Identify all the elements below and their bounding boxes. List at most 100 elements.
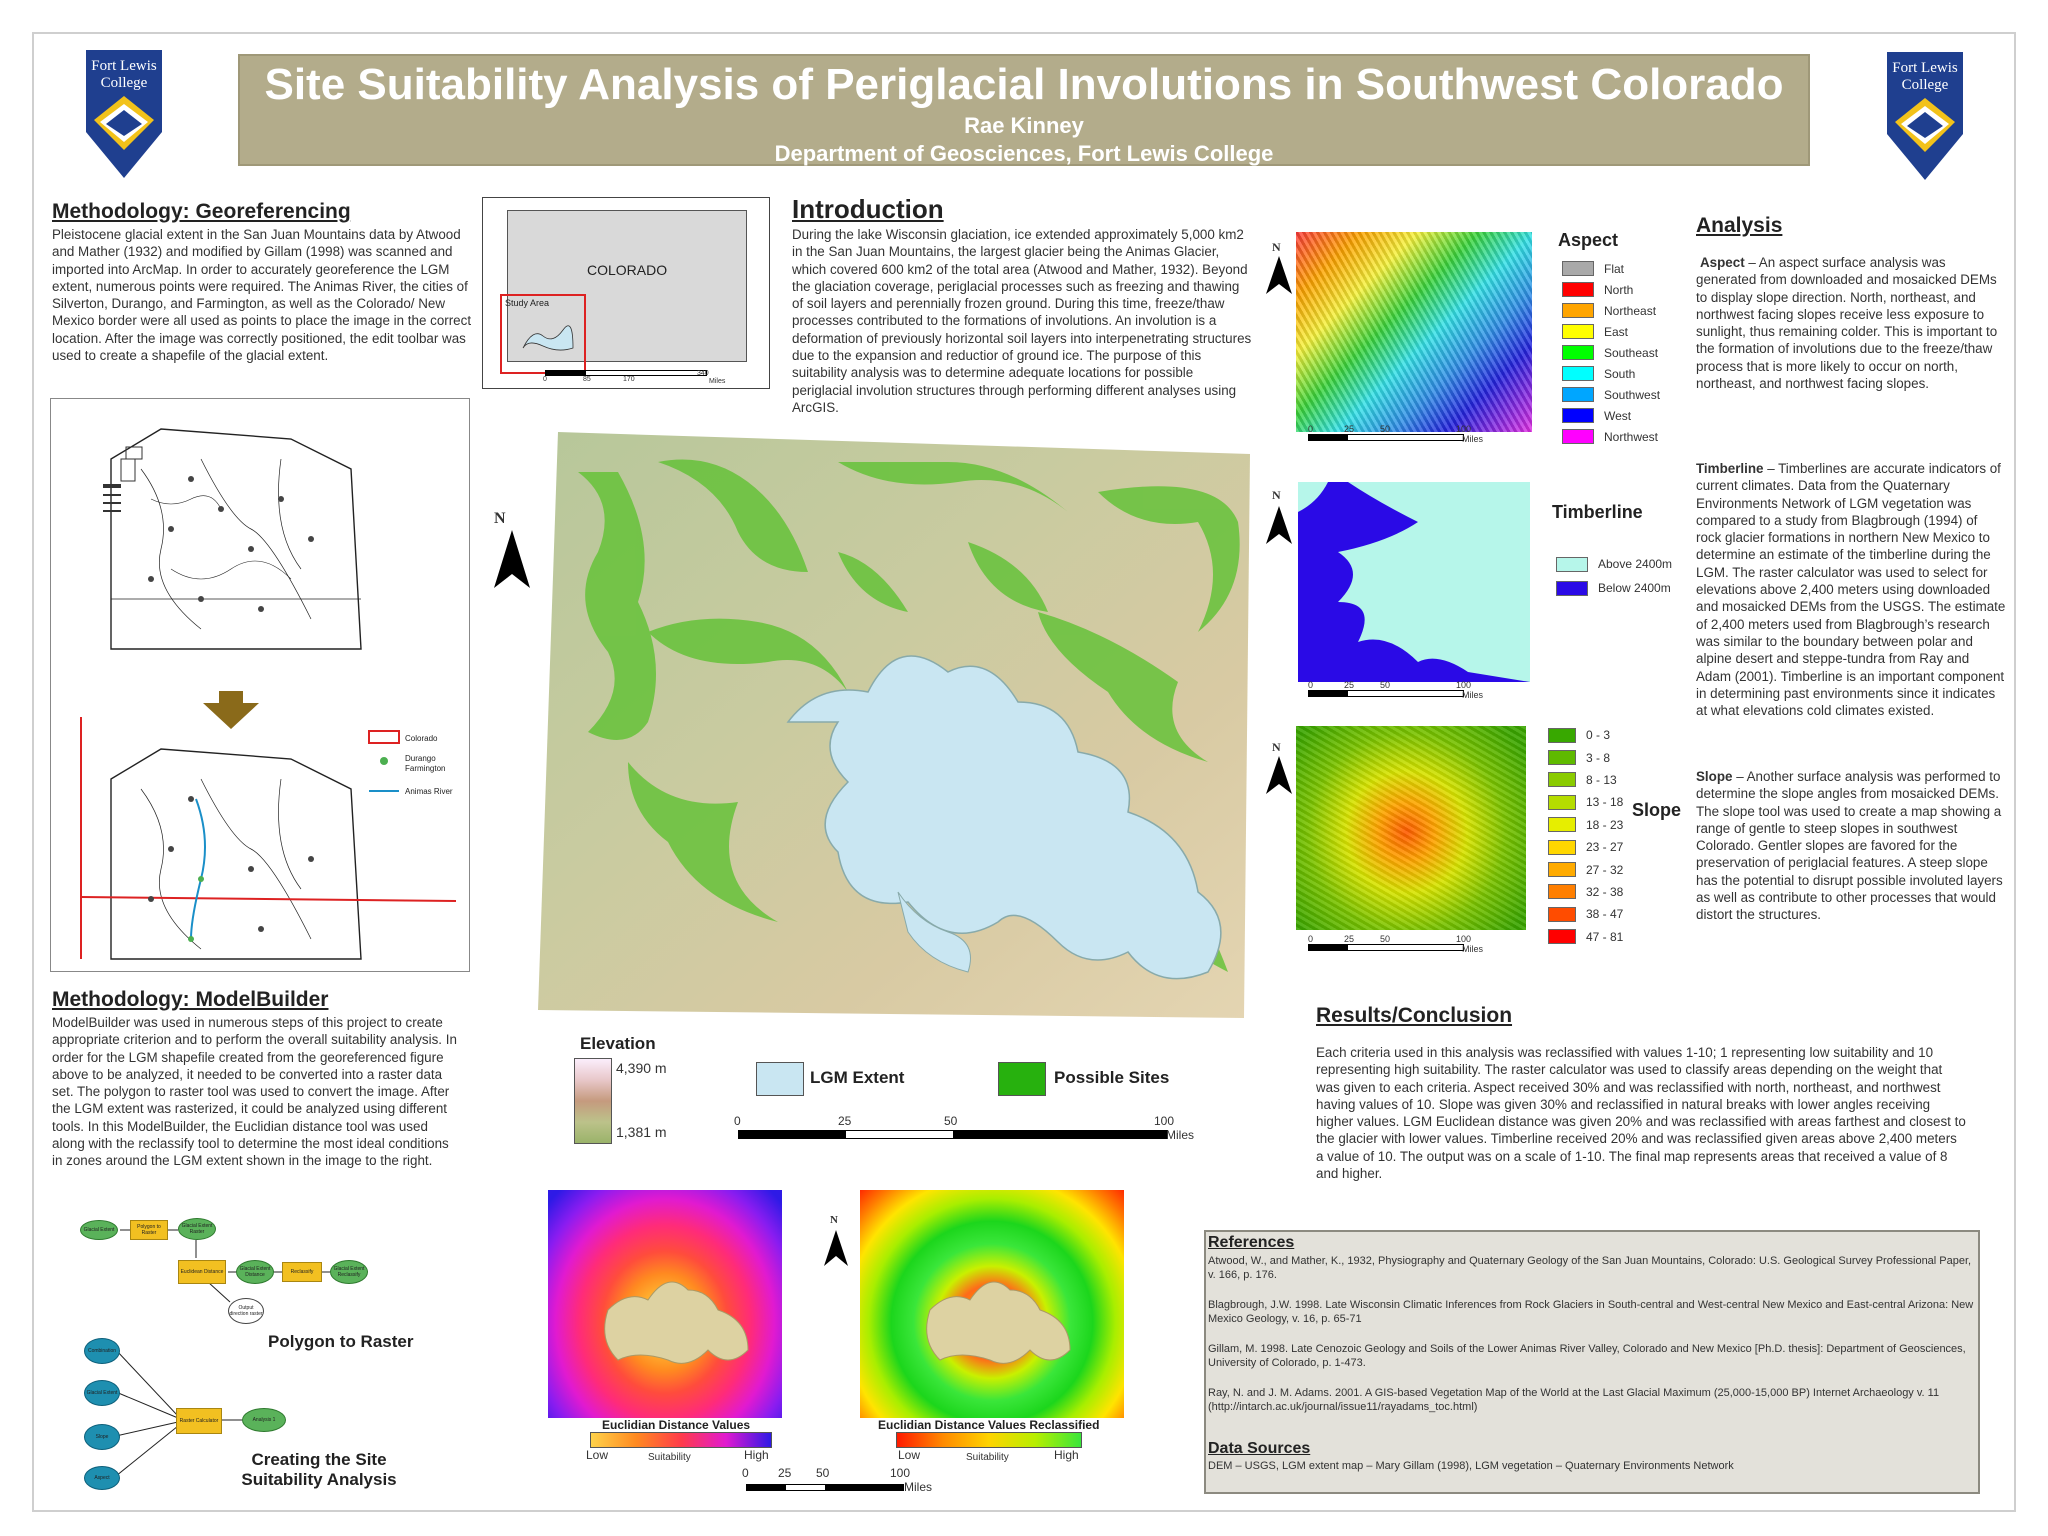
references-box: [1204, 1230, 1980, 1494]
slope-legend-item: 8 - 13: [1548, 769, 1623, 791]
timberline-north-label: N: [1272, 488, 1281, 502]
slope-legend-item: 18 - 23: [1548, 814, 1623, 836]
node-output-direction-raster: Output direction raster: [228, 1298, 264, 1324]
analysis-timberline-lead: Timberline: [1696, 461, 1764, 476]
timberline-label: Above 2400m: [1598, 557, 1673, 571]
aspect-label: Southeast: [1604, 345, 1659, 360]
aspect-legend-item: South: [1562, 363, 1660, 384]
timberline-label: Below 2400m: [1598, 581, 1671, 595]
college-logo-right: Fort Lewis College: [1887, 52, 1963, 180]
locator-scale-unit: Miles: [709, 378, 726, 385]
euclid-title-2: Euclidian Distance Values Reclassified: [878, 1418, 1100, 1432]
aspect-swatch: [1562, 387, 1594, 402]
node-glacial-extent-2: Glacial Extent: [84, 1380, 120, 1406]
references-heading: References: [1208, 1234, 1295, 1251]
reference-item: Gillam, M. 1998. Late Cenozoic Geology a…: [1208, 1343, 1966, 1369]
study-area-label: Study Area: [505, 298, 550, 308]
data-sources-text: DEM – USGS, LGM extent map – Mary Gillam…: [1208, 1460, 1734, 1472]
reference-item: Blagbrough, J.W. 1998. Late Wisconsin Cl…: [1208, 1299, 1974, 1325]
aspect-swatch: [1562, 282, 1594, 297]
north-arrow-icon: [1266, 256, 1292, 294]
slope-legend-item: 32 - 38: [1548, 881, 1623, 903]
timberline-map: [1298, 482, 1530, 682]
euclid-low-1: Low: [586, 1448, 609, 1462]
north-arrow-icon: [494, 530, 530, 588]
node-polygon-to-raster: Polygon to Raster: [130, 1220, 168, 1240]
slope-swatch: [1548, 884, 1576, 900]
analysis-aspect-text: – An aspect surface analysis was generat…: [1696, 255, 1998, 392]
poster-frame: [32, 32, 2016, 1512]
locator-scale-3: 340: [697, 370, 709, 377]
modelbuilder-diagrams: Glacial Extent Polygon to Raster Glacial…: [60, 1210, 440, 1490]
main-scale-bar: [738, 1130, 1168, 1139]
slope-swatch: [1548, 750, 1576, 766]
timberline-area-shape: [1298, 482, 1530, 682]
possible-sites-label: Possible Sites: [1054, 1068, 1170, 1087]
analysis-timberline: Timberline – Timberlines are accurate in…: [1696, 460, 2006, 719]
georef-text: Pleistocene glacial extent in the San Ju…: [52, 227, 472, 364]
aspect-north-label: N: [1272, 240, 1281, 254]
node-glacial-extent-raster: Glacial Extent Raster: [178, 1218, 216, 1240]
aspect-legend-item: Flat: [1562, 258, 1660, 279]
slope-swatch: [1548, 862, 1576, 878]
main-map-north-label: N: [494, 510, 506, 527]
slope-swatch: [1548, 929, 1576, 945]
euclid-scale-1: 25: [778, 1466, 792, 1480]
timberline-swatch: [1556, 556, 1588, 572]
euclid-low-2: Low: [898, 1448, 921, 1462]
main-scale-0: 0: [734, 1114, 741, 1128]
aspect-legend: Flat North Northeast East Southeast South Sout…: [1562, 258, 1660, 447]
slope-legend-item: 0 - 3: [1548, 724, 1623, 746]
slope-legend-item: 23 - 27: [1548, 836, 1623, 858]
reference-item: Ray, N. and J. M. Adams. 2001. A GIS-bas…: [1208, 1387, 1940, 1413]
aspect-legend-item: North: [1562, 279, 1660, 300]
slope-legend-item: 38 - 47: [1548, 903, 1623, 925]
slope-legend-item: 3 - 8: [1548, 746, 1623, 768]
aspect-legend-item: Northeast: [1562, 300, 1660, 321]
slope-label: 8 - 13: [1586, 772, 1617, 787]
caption-polygon-to-raster: Polygon to Raster: [268, 1332, 414, 1351]
study-area-shape: [522, 325, 574, 351]
elevation-low: 1,381 m: [616, 1124, 667, 1140]
locator-scale-bar: [545, 370, 707, 376]
title-banner: Site Suitability Analysis of Periglacial…: [238, 54, 1810, 166]
aspect-legend-item: Southwest: [1562, 384, 1660, 405]
slope-map: [1296, 726, 1526, 930]
euclid-scale-0: 0: [742, 1466, 749, 1480]
north-arrow-icon: [824, 1230, 848, 1266]
euclidean-reclass-map: [860, 1190, 1124, 1418]
main-map-image: [538, 432, 1250, 1018]
aspect-legend-item: Northwest: [1562, 426, 1660, 447]
analysis-slope-lead: Slope: [1696, 769, 1733, 784]
locator-scale-1: 85: [583, 376, 591, 383]
logo-line-2: College: [1901, 77, 1949, 93]
aspect-label: Southwest: [1604, 387, 1661, 402]
modelbuilder-heading: Methodology: ModelBuilder: [52, 988, 329, 1011]
model-connectors: [115, 1229, 330, 1477]
node-raster-calculator: Raster Calculator: [176, 1408, 222, 1434]
main-scale-unit: Miles: [1166, 1128, 1195, 1142]
locator-map: COLORADO Study Area 0 85 170 340 Miles: [482, 197, 770, 389]
euclid-scale-3: 100: [890, 1466, 911, 1480]
main-scale-2: 50: [944, 1114, 958, 1128]
north-arrow-icon: [1266, 506, 1292, 544]
euclid-scale-unit: Miles: [904, 1480, 933, 1494]
node-analysis-1: Analysis 1: [242, 1408, 286, 1432]
aspect-swatch: [1562, 345, 1594, 360]
introduction-text: During the lake Wisconsin glaciation, ic…: [792, 227, 1252, 415]
elevation-ramp: [574, 1058, 612, 1144]
slope-legend-item: 13 - 18: [1548, 791, 1623, 813]
slope-label: 47 - 81: [1586, 929, 1624, 944]
lgm-extent-label: LGM Extent: [810, 1068, 905, 1087]
poster-author: Rae Kinney: [964, 113, 1084, 138]
lgm-extent-swatch: [756, 1062, 804, 1096]
aspect-label: South: [1604, 366, 1636, 381]
slope-legend: 0 - 3 3 - 8 8 - 13 13 - 18 18 - 23 23 - 27 27 …: [1548, 724, 1623, 948]
slope-legend-title: Slope: [1632, 800, 1682, 820]
slope-label: 27 - 32: [1586, 862, 1624, 877]
introduction-heading: Introduction: [792, 194, 944, 224]
aspect-legend-item: East: [1562, 321, 1660, 342]
poster-title: Site Suitability Analysis of Periglacial…: [264, 60, 1784, 109]
colorado-label: COLORADO: [587, 262, 668, 278]
analysis-slope-text: – Another surface analysis was performed…: [1696, 769, 2003, 923]
